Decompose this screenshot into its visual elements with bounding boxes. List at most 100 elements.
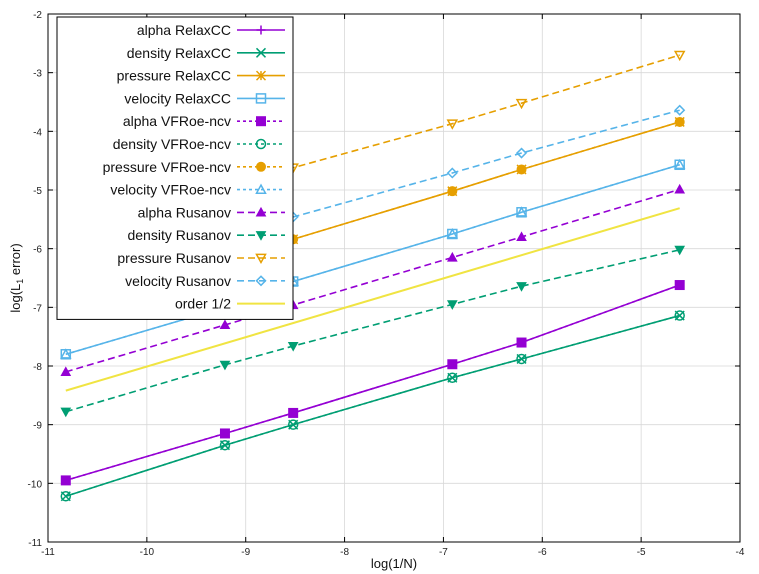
data-point	[515, 98, 528, 110]
y-tick-label: -11	[28, 538, 42, 549]
data-point	[219, 428, 230, 439]
legend-label: density VFRoe-ncv	[113, 136, 231, 152]
legend-marker	[255, 138, 267, 150]
x-tick-label: -7	[439, 547, 448, 558]
legend-marker	[256, 116, 266, 127]
legend-marker	[255, 183, 267, 194]
series-5	[60, 310, 685, 502]
data-point	[219, 319, 231, 330]
series-9	[60, 245, 686, 418]
series-line	[65, 188, 680, 373]
x-axis-label: log(1/N)	[371, 556, 417, 571]
series-line	[65, 284, 680, 482]
legend-label: pressure Rusanov	[117, 250, 231, 266]
legend-box	[56, 16, 294, 320]
series-8	[60, 183, 686, 376]
axis-ticks: -11 -10 -9 -8 -7 -6 -5 -4 -11 -10 -9 -8 -7 -6 -5 -4 -3 -2	[28, 10, 745, 558]
legend-label: alpha RelaxCC	[137, 22, 231, 38]
data-point	[674, 104, 686, 116]
data-point	[219, 360, 231, 371]
data-point	[60, 366, 72, 376]
data-point	[516, 353, 527, 365]
y-tick-label: -10	[28, 479, 43, 490]
data-point	[515, 147, 528, 159]
data-point	[516, 337, 527, 348]
y-axis-label-subscript: 1	[15, 279, 25, 284]
y-tick-label: -9	[33, 421, 42, 432]
y-tick-label: -3	[33, 69, 42, 80]
data-point	[674, 310, 685, 321]
series-4	[60, 280, 685, 486]
data-point	[674, 116, 685, 127]
data-point	[446, 300, 458, 310]
series-line	[65, 207, 680, 392]
data-point	[516, 282, 527, 292]
legend-marker	[255, 70, 267, 81]
legend-marker	[256, 161, 266, 172]
legend-label: pressure RelaxCC	[117, 68, 231, 84]
series-line	[65, 314, 680, 498]
data-point	[674, 183, 686, 194]
y-tick-label: -4	[33, 127, 42, 138]
x-tick-label: -4	[736, 547, 745, 558]
data-point	[446, 167, 458, 179]
legend: alpha RelaxCC density RelaxCC pressure Rel…	[56, 16, 294, 320]
series-line	[65, 249, 680, 413]
data-point	[60, 348, 72, 359]
x-tick-label: -6	[538, 547, 547, 558]
data-point	[446, 227, 459, 239]
y-tick-label: -7	[33, 303, 42, 314]
data-point	[447, 372, 458, 383]
legend-label: alpha VFRoe-ncv	[123, 113, 231, 129]
legend-marker	[255, 253, 267, 265]
data-point	[287, 419, 299, 430]
series-12	[65, 207, 680, 392]
x-tick-label: -10	[140, 547, 155, 558]
legend-label: velocity VFRoe-ncv	[110, 182, 231, 198]
legend-label: order 1/2	[175, 296, 231, 312]
data-point	[60, 475, 71, 486]
legend-label: velocity Rusanov	[125, 273, 231, 289]
legend-marker	[255, 47, 267, 58]
legend-label: alpha Rusanov	[138, 204, 231, 220]
data-point	[287, 341, 299, 352]
x-tick-label: -11	[41, 547, 55, 558]
data-point	[219, 439, 231, 451]
series-line	[65, 109, 680, 303]
y-axis-label-main: log(L	[8, 284, 23, 313]
y-axis-label-tail: error)	[8, 243, 23, 278]
y-tick-label: -8	[33, 362, 42, 373]
y-tick-label: -6	[33, 245, 42, 256]
data-point	[673, 158, 686, 170]
data-point	[446, 251, 458, 262]
data-point	[288, 407, 299, 418]
data-point	[674, 280, 685, 291]
y-axis-label: log(L1 error)	[8, 243, 25, 312]
data-point	[60, 490, 72, 502]
data-point	[515, 206, 528, 217]
x-tick-label: -5	[637, 547, 646, 558]
legend-label: density Rusanov	[127, 227, 231, 243]
data-point	[516, 164, 527, 175]
legend-marker	[256, 25, 266, 35]
data-point	[60, 407, 72, 418]
data-point	[447, 186, 458, 197]
data-point	[447, 359, 458, 370]
legend-marker	[255, 231, 267, 241]
x-tick-label: -9	[241, 547, 250, 558]
y-tick-label: -2	[33, 10, 42, 21]
plot-frame	[47, 13, 741, 543]
y-tick-label: -5	[33, 186, 42, 197]
legend-label: pressure VFRoe-ncv	[103, 159, 231, 175]
data-point	[516, 231, 527, 242]
data-point	[673, 50, 686, 62]
legend-marker	[255, 206, 267, 217]
legend-marker	[255, 93, 267, 104]
data-point	[446, 119, 459, 130]
x-tick-label: -8	[340, 547, 349, 558]
grid	[48, 14, 740, 542]
data-point	[674, 245, 686, 256]
legend-marker	[255, 275, 267, 287]
legend-label: density RelaxCC	[127, 45, 231, 61]
